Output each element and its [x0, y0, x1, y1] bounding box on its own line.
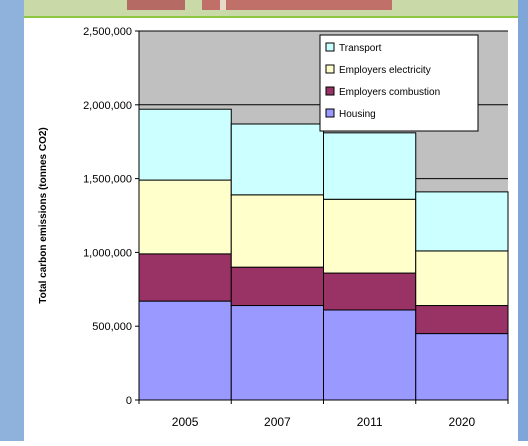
bar-segment — [323, 198, 417, 274]
x-tick-label: 2011 — [357, 415, 383, 429]
bar-segment — [230, 123, 324, 196]
bars — [138, 108, 509, 401]
chart-card: 0 500,000 1,000,000 1,500,000 2,000,000 2,500… — [24, 18, 518, 441]
left-blue-band — [0, 0, 24, 441]
legend-swatch — [325, 108, 335, 118]
bar-segment — [230, 266, 324, 307]
y-axis-label: Total carbon emissions (tonnes CO2) — [38, 127, 49, 304]
bar-segment — [138, 179, 232, 255]
legend: Transport Employers electricity Employers … — [319, 34, 479, 132]
bar-segment — [138, 253, 232, 302]
stacked-bar-chart: 0 500,000 1,000,000 1,500,000 2,000,000 2,500… — [38, 26, 509, 429]
y-tick-label: 0 — [126, 395, 132, 407]
bar-segment — [323, 309, 417, 401]
legend-box — [319, 34, 479, 132]
legend-label: Employers combustion — [339, 87, 440, 98]
cropped-photo-highlight — [220, 0, 226, 10]
x-tick-label: 2005 — [172, 415, 199, 429]
bar-segment — [138, 300, 232, 401]
legend-label: Housing — [339, 109, 376, 120]
cropped-photo-right — [202, 0, 392, 10]
legend-label: Employers electricity — [339, 65, 431, 76]
top-image-strip — [24, 0, 518, 18]
bar-segment — [323, 272, 417, 311]
bar-segment — [230, 305, 324, 401]
bar-segment — [415, 191, 509, 252]
cropped-photo-left — [127, 0, 185, 10]
y-tick-label: 2,000,000 — [83, 100, 132, 112]
right-blue-band — [518, 0, 528, 441]
bar-segment — [415, 333, 509, 401]
x-tick-label: 2020 — [449, 415, 476, 429]
y-tick-label: 1,000,000 — [83, 247, 132, 259]
y-tick-label: 500,000 — [92, 321, 132, 333]
y-tick-label: 1,500,000 — [83, 174, 132, 186]
legend-swatch — [325, 64, 335, 74]
axes: 0 500,000 1,000,000 1,500,000 2,000,000 2,500… — [83, 26, 509, 429]
bar-segment — [138, 108, 232, 181]
legend-label: Transport — [339, 43, 382, 54]
bar-segment — [323, 132, 417, 200]
bar-segment — [415, 250, 509, 307]
bar-segment — [415, 305, 509, 335]
legend-swatch — [325, 86, 335, 96]
x-tick-label: 2007 — [264, 415, 291, 429]
y-tick-label: 2,500,000 — [83, 26, 132, 38]
legend-swatch — [325, 42, 335, 52]
bar-segment — [230, 194, 324, 268]
